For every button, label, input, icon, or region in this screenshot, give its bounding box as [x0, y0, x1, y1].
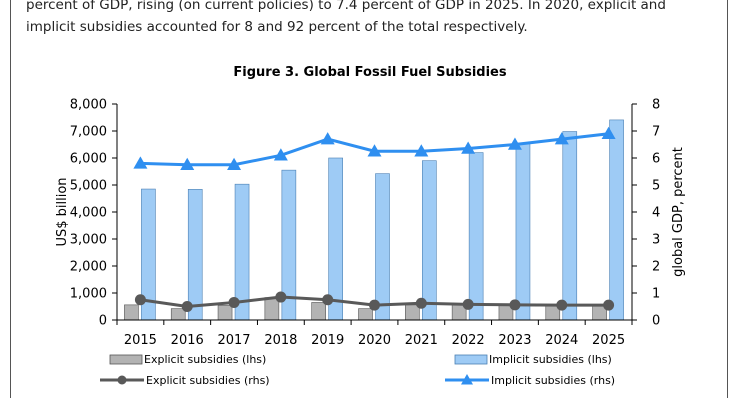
- explicit-rhs-point: [415, 297, 427, 309]
- x-tick-label: 2017: [217, 333, 250, 348]
- explicit-bar: [405, 304, 420, 321]
- right-tick-label: 0: [652, 314, 660, 329]
- implicit-rhs-point: [461, 141, 476, 154]
- left-axis-ticks: 0 1,000 2,000 3,000 4,000 5,000 6,000 7,000 8,00…: [70, 98, 117, 329]
- implicit-rhs-point: [273, 148, 288, 161]
- x-tick-label: 2025: [592, 333, 625, 348]
- implicit-rhs-point: [180, 157, 195, 170]
- explicit-bar: [264, 297, 280, 321]
- implicit-rhs-point: [601, 126, 616, 139]
- x-tick-label: 2018: [264, 333, 297, 348]
- x-tick-label: 2024: [545, 333, 578, 348]
- right-axis-title: global GDP, percent: [671, 147, 686, 277]
- explicit-rhs-point: [369, 299, 380, 311]
- right-tick-label: 2: [652, 260, 660, 275]
- x-axis-ticks: 2015 2016 2017 2018 2019 2020 2021 2022 2023 2024…: [116, 320, 633, 348]
- explicit-rhs-point: [509, 299, 521, 311]
- implicit-rhs-point: [320, 132, 335, 145]
- legend-label: Implicit subsidies (rhs): [491, 374, 615, 387]
- legend-label: Explicit subsidies (rhs): [146, 374, 270, 387]
- x-tick-label: 2022: [452, 333, 485, 348]
- implicit-bar: [562, 131, 578, 321]
- bars: [124, 119, 624, 321]
- explicit-rhs-point: [181, 301, 193, 312]
- x-tick-label: 2015: [124, 333, 157, 348]
- x-tick-label: 2020: [358, 333, 391, 348]
- left-tick-label: 8,000: [70, 98, 107, 113]
- right-tick-label: 1: [652, 287, 660, 302]
- explicit-rhs-point: [322, 294, 334, 306]
- left-tick-label: 5,000: [70, 179, 107, 194]
- explicit-bar: [217, 305, 233, 321]
- lines: [133, 126, 616, 312]
- left-tick-label: 3,000: [70, 233, 107, 248]
- explicit-bar: [124, 304, 139, 321]
- implicit-rhs-point: [507, 137, 522, 150]
- explicit-bar: [311, 302, 326, 321]
- implicit-rhs-point: [414, 144, 429, 157]
- right-axis-ticks: 0 1 2 3 4 5 6 7 8: [632, 98, 660, 329]
- legend: Explicit subsidies (lhs) Implicit subsidi…: [100, 353, 615, 387]
- legend-label: Explicit subsidies (lhs): [144, 353, 266, 366]
- explicit-rhs-point: [462, 298, 474, 310]
- right-tick-label: 8: [652, 98, 660, 113]
- explicit-rhs-point: [556, 299, 568, 311]
- axes: [116, 104, 633, 321]
- intro-line-1: percent of GDP, rising (on current polic…: [26, 0, 666, 13]
- implicit-bar: [422, 160, 437, 321]
- x-tick-label: 2019: [311, 333, 344, 348]
- implicit-bar: [187, 189, 203, 321]
- implicit-bar: [375, 173, 390, 321]
- left-tick-label: 0: [99, 314, 107, 329]
- right-tick-label: 5: [652, 179, 660, 194]
- figure-frame: [10, 0, 728, 398]
- right-tick-label: 7: [652, 125, 660, 140]
- chart-title: Figure 3. Global Fossil Fuel Subsidies: [233, 65, 506, 80]
- explicit-rhs-point: [134, 294, 146, 306]
- right-tick-label: 4: [652, 206, 660, 221]
- implicit-rhs-point: [227, 157, 242, 170]
- legend-marker: [117, 375, 127, 385]
- implicit-rhs-point: [554, 132, 569, 145]
- explicit-rhs-point: [603, 299, 615, 311]
- legend-swatch: [109, 354, 143, 365]
- right-tick-label: 3: [652, 233, 660, 248]
- x-tick-label: 2016: [171, 333, 204, 348]
- legend-label: Implicit subsidies (lhs): [489, 353, 612, 366]
- implicit-rhs-point: [133, 156, 148, 169]
- explicit-bar: [358, 308, 373, 321]
- implicit-bar: [468, 152, 484, 321]
- left-tick-label: 4,000: [70, 206, 107, 221]
- intro-line-2: implicit subsidies accounted for 8 and 9…: [26, 19, 528, 35]
- implicit-bar: [609, 119, 624, 321]
- implicit-rhs-point: [367, 144, 382, 157]
- left-tick-label: 7,000: [70, 125, 107, 140]
- explicit-bar: [170, 308, 186, 321]
- legend-marker: [461, 374, 473, 385]
- left-tick-label: 1,000: [70, 287, 107, 302]
- left-axis-title: US$ billion: [55, 177, 70, 246]
- implicit-bar: [515, 142, 531, 321]
- explicit-rhs-point: [228, 296, 240, 308]
- x-tick-label: 2021: [405, 333, 438, 348]
- legend-swatch: [454, 354, 488, 365]
- intro-text: percent of GDP, rising (on current polic…: [26, 0, 726, 38]
- right-tick-label: 6: [652, 152, 660, 167]
- explicit-rhs-point: [275, 291, 287, 303]
- left-tick-label: 6,000: [70, 152, 107, 167]
- x-tick-label: 2023: [498, 333, 531, 348]
- left-tick-label: 2,000: [70, 260, 107, 275]
